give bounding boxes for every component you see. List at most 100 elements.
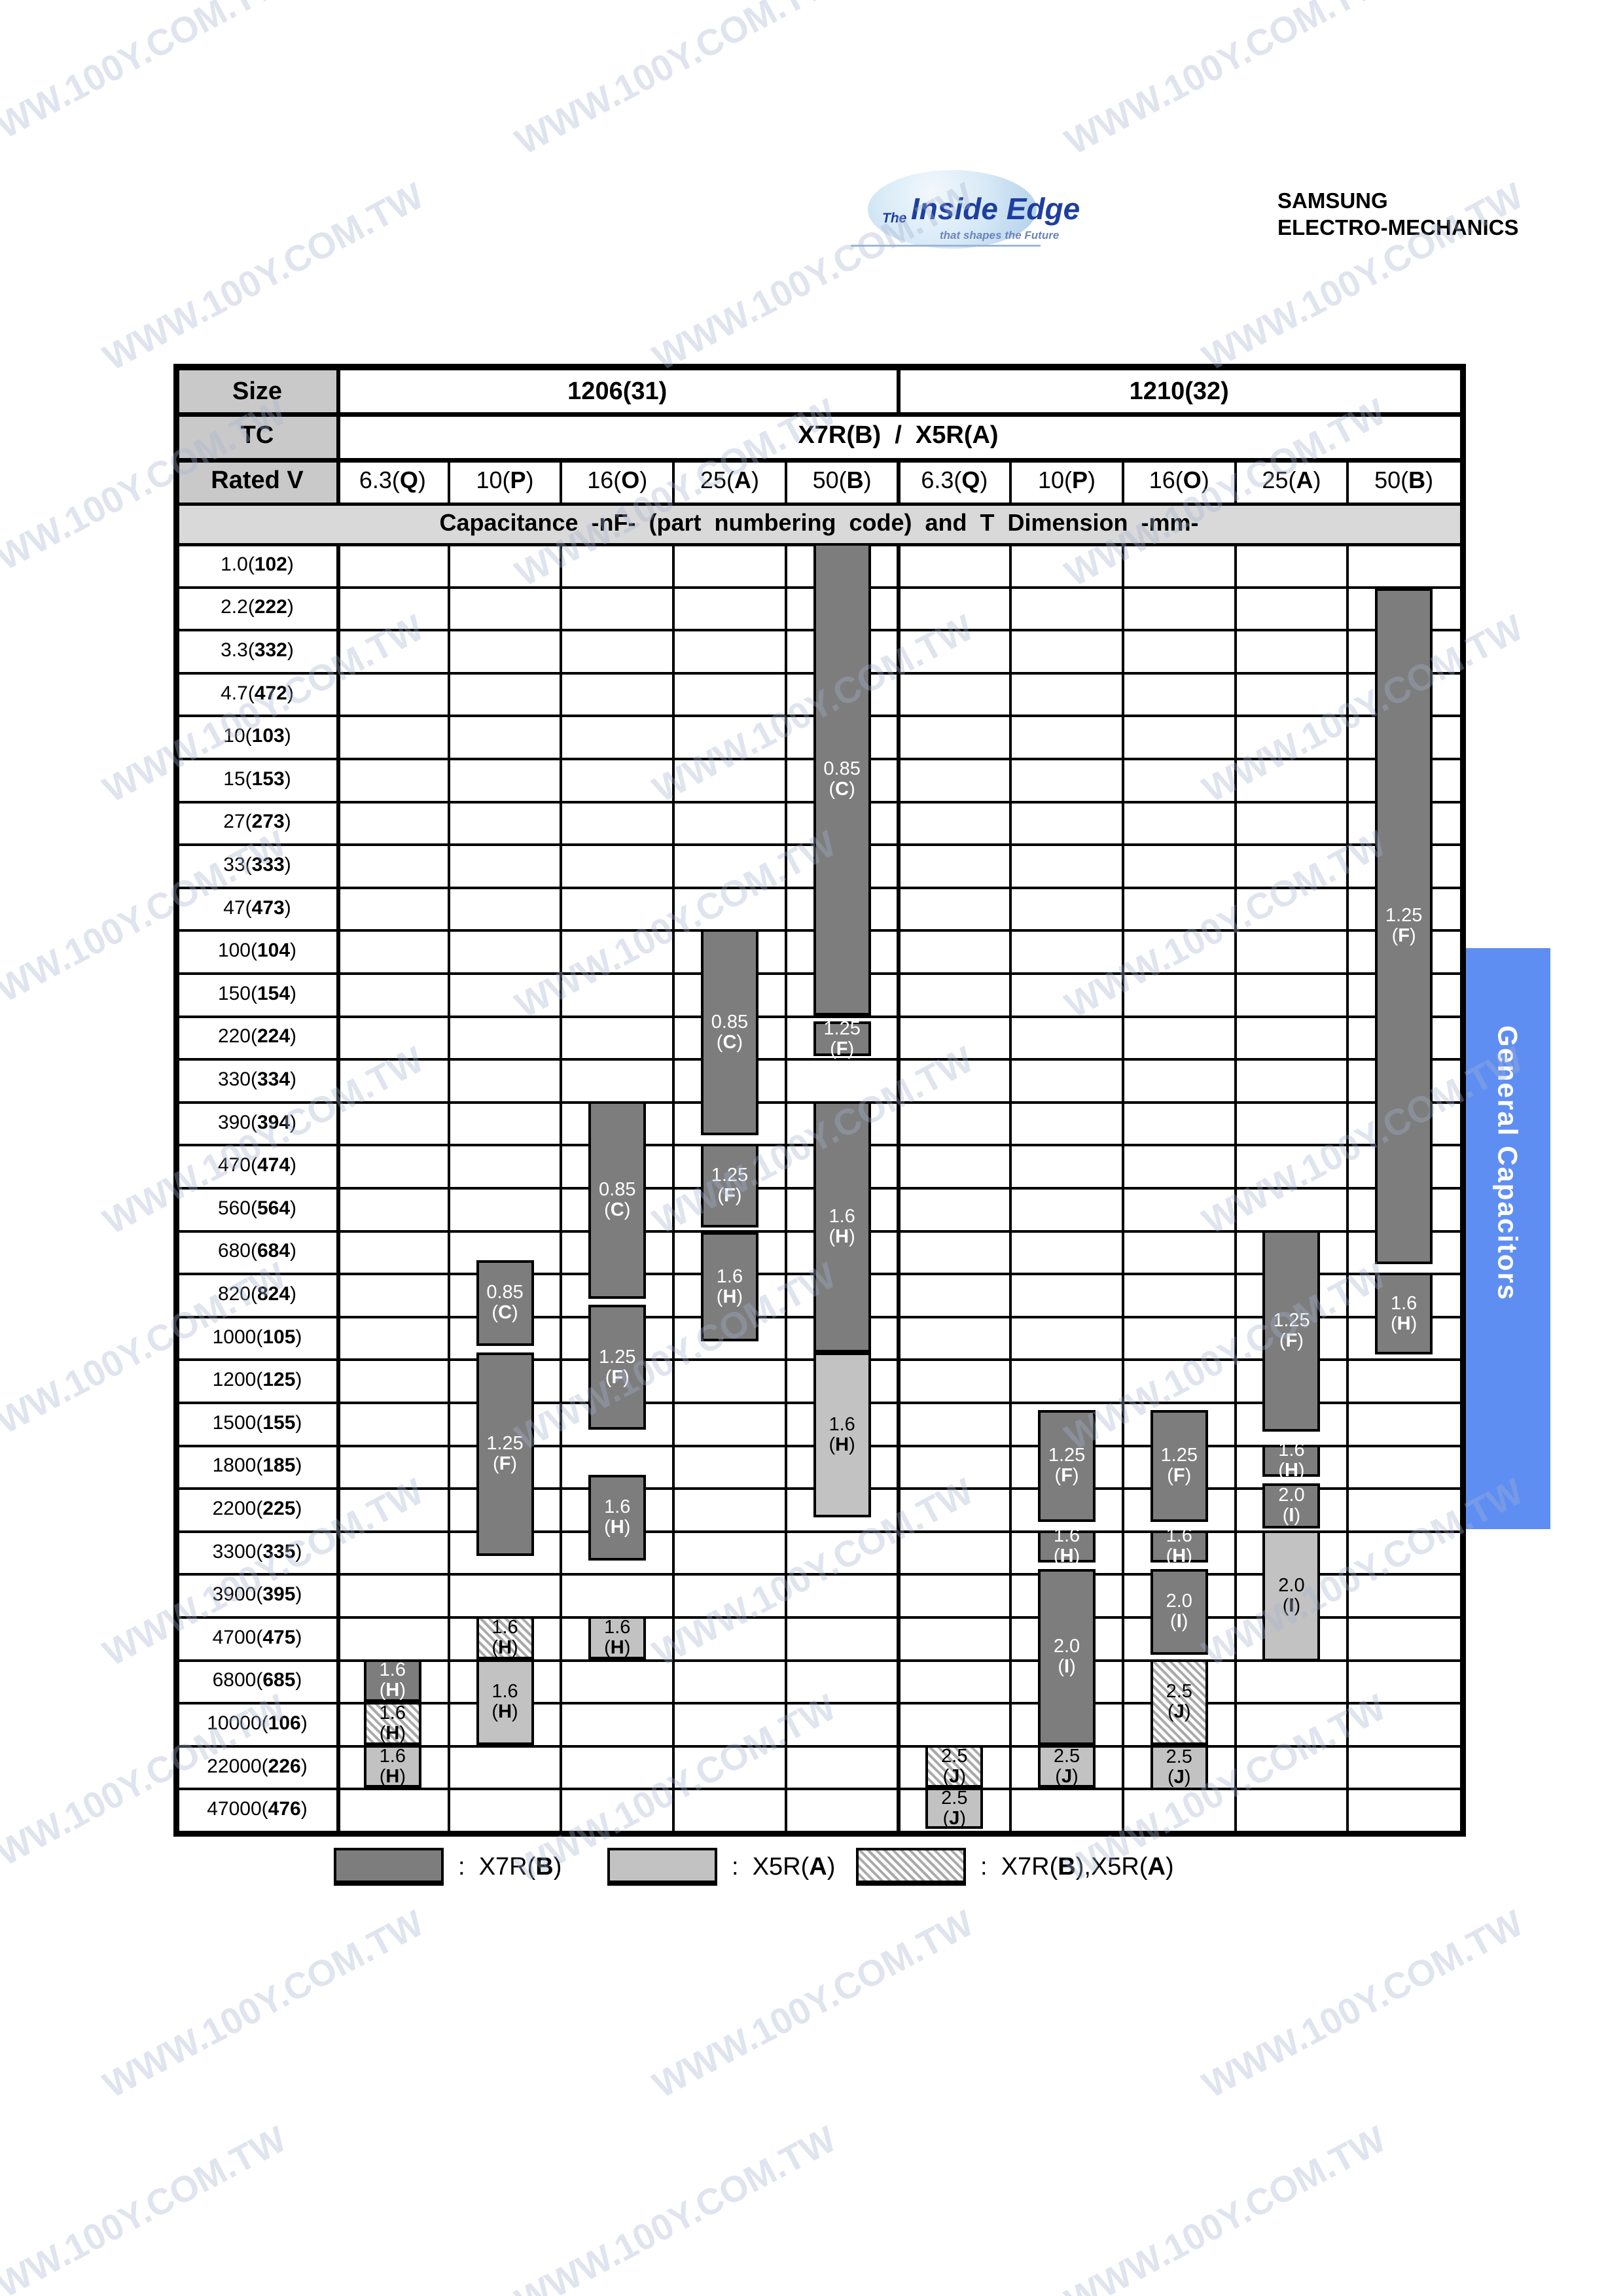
bar-thickness-code: (C) (604, 1199, 631, 1220)
bar-thickness-code: (I) (1282, 1595, 1301, 1616)
row-label-3300: 3300(335) (212, 1540, 302, 1563)
bar-thickness-value: 2.0 (1278, 1574, 1305, 1596)
rated-v-25-col8: 25(A) (1262, 467, 1321, 493)
row-line-24 (173, 1573, 1466, 1576)
bar-2.0-I-col6: 2.0 (I) (1038, 1568, 1096, 1745)
row-label-10: 10(103) (223, 725, 291, 747)
bar-2.0-I-col8: 2.0 (I) (1262, 1483, 1321, 1528)
row-label-4700: 4700(475) (212, 1626, 302, 1648)
row-label-1.0: 1.0(102) (221, 553, 294, 575)
row-label-2200: 2200(225) (212, 1497, 302, 1519)
row-line-11 (173, 1015, 1466, 1018)
table-top-border (173, 364, 1466, 370)
bar-thickness-value: 1.6 (716, 1265, 743, 1287)
bar-thickness-value: 0.85 (823, 758, 861, 779)
tc-value: X7R(B) / X5R(A) (798, 421, 999, 449)
row-label-15: 15(153) (223, 768, 291, 790)
bar-thickness-value: 0.85 (711, 1011, 749, 1033)
row-label-3900: 3900(395) (212, 1583, 302, 1606)
bar-thickness-code: (F) (1054, 1465, 1079, 1487)
bar-thickness-code: (H) (1390, 1313, 1418, 1334)
bar-thickness-code: (C) (716, 1031, 743, 1053)
bar-0.85-C-col3: 0.85 (C) (700, 929, 758, 1136)
bar-0.85-C-col1: 0.85 (C) (476, 1260, 534, 1346)
col-divider-h-8 (1234, 458, 1237, 503)
bar-thickness-value: 1.25 (599, 1346, 636, 1368)
bar-2.5-J-col7: 2.5 (J) (1150, 1744, 1208, 1790)
bar-thickness-code: (J) (1168, 1767, 1191, 1788)
col-divider-h-6 (1009, 458, 1012, 503)
row-label-22000: 22000(226) (207, 1755, 308, 1777)
bar-thickness-code: (H) (1166, 1545, 1192, 1567)
line-under-tc (173, 458, 1466, 463)
rated-v-16-col7: 16(O) (1149, 467, 1209, 493)
inside-edge-slogan: that shapes the Future (940, 229, 1060, 241)
col-divider-b-1 (447, 543, 450, 1831)
capacitance-banner: Capacitance -nF- (part numbering code) a… (439, 509, 1199, 536)
col-divider-h-3 (672, 458, 675, 503)
bar-1.6-H-col4: 1.6 (H) (813, 1352, 871, 1518)
bar-thickness-code: (F) (493, 1453, 518, 1475)
bar-1.25-F-col2: 1.25 (F) (588, 1305, 647, 1430)
row-label-33: 33(333) (223, 853, 291, 875)
row-line-29 (173, 1788, 1466, 1791)
bar-thickness-value: 1.25 (486, 1433, 524, 1455)
rated-v-16-col2: 16(O) (587, 467, 648, 493)
rated-v-6.3-col0: 6.3(Q) (359, 467, 426, 493)
bar-thickness-value: 1.6 (829, 1413, 855, 1435)
bar-thickness-value: 2.5 (1053, 1745, 1080, 1767)
bar-0.85-C-col4: 0.85 (C) (813, 543, 871, 1016)
size-header-label: Size (232, 377, 283, 405)
table-left-border (173, 364, 179, 1837)
bar-thickness-value: 2.5 (1166, 1681, 1192, 1703)
row-label-27: 27(273) (223, 811, 291, 833)
bar-thickness-code: (I) (1170, 1611, 1188, 1633)
row-label-560: 560(564) (217, 1197, 297, 1219)
bar-thickness-value: 1.6 (1166, 1525, 1192, 1547)
row-label-10000: 10000(106) (207, 1712, 308, 1734)
row-label-47000: 47000(476) (207, 1798, 308, 1820)
row-label-47: 47(473) (223, 896, 291, 919)
bar-thickness-value: 1.6 (604, 1616, 631, 1638)
row-label-220: 220(224) (217, 1025, 297, 1048)
bar-thickness-code: (H) (1053, 1545, 1080, 1567)
bar-2.0-I-col8: 2.0 (I) (1262, 1530, 1321, 1661)
bar-thickness-value: 1.25 (1385, 905, 1423, 927)
bar-2.5-J-col5: 2.5 (J) (925, 1788, 984, 1829)
rated-v-6.3-col5: 6.3(Q) (921, 467, 988, 493)
row-line-28 (173, 1744, 1466, 1748)
row-line-23 (173, 1530, 1466, 1533)
row-label-3.3: 3.3(332) (221, 639, 294, 661)
bar-thickness-code: (C) (829, 778, 855, 800)
bar-thickness-code: (H) (491, 1701, 518, 1723)
bar-1.6-H-col1: 1.6 (H) (476, 1659, 534, 1745)
bar-thickness-value: 1.6 (379, 1745, 406, 1767)
bar-thickness-value: 1.6 (829, 1205, 855, 1227)
row-line-27 (173, 1702, 1466, 1705)
rated-v-50-col9: 50(B) (1374, 467, 1434, 493)
row-label-680: 680(684) (217, 1240, 297, 1262)
bar-thickness-code: (H) (604, 1636, 631, 1658)
rated-v-10-col1: 10(P) (476, 467, 534, 493)
bar-thickness-value: 1.6 (1278, 1439, 1305, 1461)
table-bottom-border (173, 1831, 1466, 1837)
bar-thickness-code: (H) (1278, 1460, 1305, 1481)
bar-1.6-H-col1: 1.6 (H) (476, 1616, 534, 1659)
size-divider (896, 370, 901, 412)
bar-1.25-F-col6: 1.25 (F) (1038, 1410, 1096, 1522)
size-1206-header: 1206(31) (567, 377, 668, 405)
bar-thickness-code: (H) (829, 1434, 855, 1455)
bar-1.25-F-col1: 1.25 (F) (476, 1352, 534, 1557)
row-label-330: 330(334) (217, 1068, 297, 1090)
samsung-wordmark-line2: ELECTRO-MECHANICS (1277, 215, 1519, 239)
col-divider-h-1 (447, 458, 450, 503)
bar-1.6-H-col8: 1.6 (H) (1262, 1440, 1321, 1481)
row-label-1800: 1800(185) (212, 1455, 302, 1477)
bar-thickness-code: (H) (379, 1680, 406, 1701)
general-capacitors-sidebar-tab: General Capacitors (1465, 948, 1550, 1529)
col-divider-b-8 (1234, 543, 1237, 1831)
bar-thickness-value: 1.6 (1390, 1292, 1418, 1314)
bar-thickness-code: (H) (379, 1765, 406, 1787)
